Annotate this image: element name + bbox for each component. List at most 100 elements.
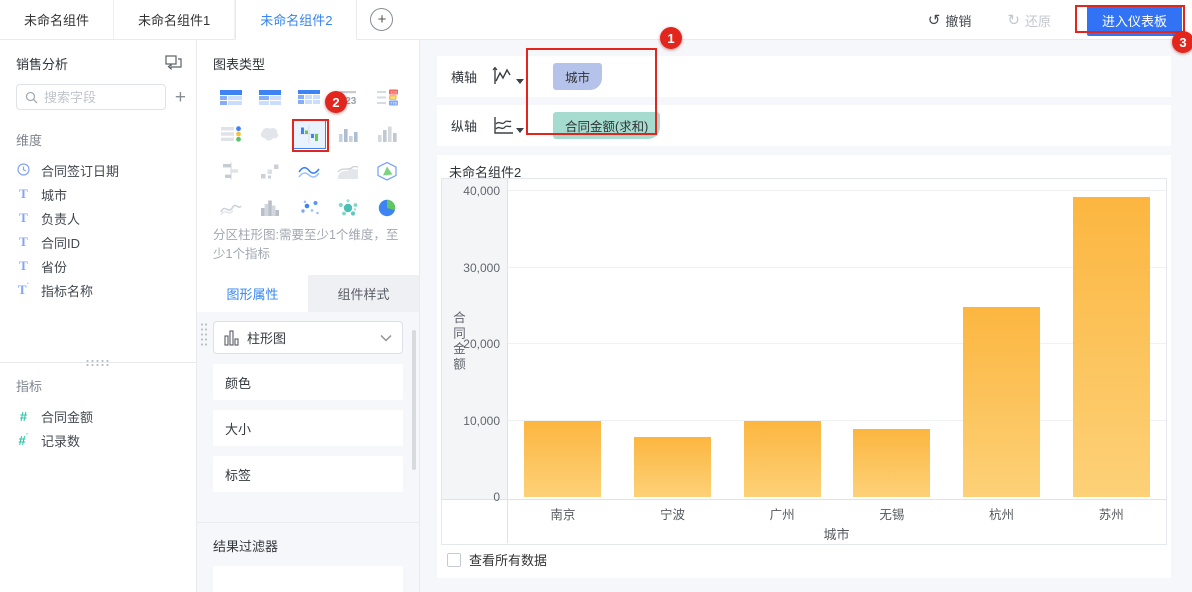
text-field-icon: T <box>19 210 28 225</box>
redo-icon: ↻ <box>1007 11 1020 29</box>
bar-slot-苏州: 苏州 <box>1056 191 1166 522</box>
x-axis-shelf: 横轴 城市 <box>437 56 1171 97</box>
undo-button[interactable]: ↺ 撤销 <box>928 11 972 30</box>
add-field-button[interactable]: + <box>174 86 186 108</box>
cross-table-icon[interactable] <box>289 78 328 115</box>
map-icon[interactable] <box>250 115 289 152</box>
dimension-field-1[interactable]: T 城市 <box>0 182 196 206</box>
caret-down-icon <box>516 79 524 84</box>
bar-slot-广州: 广州 <box>727 191 837 522</box>
dimension-field-2[interactable]: T 负责人 <box>0 206 196 230</box>
radar-chart-icon[interactable] <box>367 152 406 189</box>
add-component-tab-button[interactable]: + <box>370 8 394 31</box>
chart-type-dropdown[interactable]: 柱形图 <box>213 321 403 354</box>
property-card-2[interactable]: 标签 <box>213 456 403 492</box>
bar-slot-杭州: 杭州 <box>947 191 1057 522</box>
y-tick-label: 20,000 <box>463 337 500 351</box>
chart-title: 未命名组件2 <box>449 165 522 180</box>
kpi-number-icon[interactable]: 123 <box>328 78 367 115</box>
detail-table-icon[interactable] <box>250 78 289 115</box>
search-field-box[interactable] <box>16 84 166 110</box>
annotation-badge-3: 3 <box>1172 31 1192 53</box>
bar-广州[interactable] <box>743 420 821 497</box>
annotation-badge-2: 2 <box>325 91 347 113</box>
kpi-card-icon[interactable]: 123 90 778 <box>367 78 406 115</box>
dimension-field-4[interactable]: T 省份 <box>0 254 196 278</box>
property-tab-1[interactable]: 组件样式 <box>308 275 419 312</box>
view-all-data-toggle[interactable]: 查看所有数据 <box>447 550 547 569</box>
histogram-icon[interactable] <box>250 189 289 226</box>
grouped-table-icon[interactable] <box>211 78 250 115</box>
panel-resize-handle-vertical[interactable] <box>200 322 207 348</box>
y-tick-label: 0 <box>493 490 500 504</box>
view-all-data-checkbox[interactable] <box>447 552 461 567</box>
property-tabs: 图形属性 组件样式 <box>197 275 419 312</box>
property-tab-0[interactable]: 图形属性 <box>197 275 308 312</box>
dataset-name: 销售分析 <box>16 57 69 72</box>
component-tab-1[interactable]: 未命名组件1 <box>114 0 236 39</box>
y-axis-field-chip[interactable]: 合同金额(求和) <box>553 112 661 139</box>
y-axis-area <box>442 179 507 499</box>
bar-slot-宁波: 宁波 <box>618 191 728 522</box>
category-label: 苏州 <box>1098 508 1124 522</box>
bar-南京[interactable] <box>524 421 602 497</box>
redo-label: 还原 <box>1024 13 1051 29</box>
multi-series-column-icon[interactable] <box>328 115 367 152</box>
dimension-list: 合同签订日期 T 城市 T 负责人 T 合同ID T 省份 Tˊ 指标名称 <box>0 158 196 302</box>
component-tab-0[interactable]: 未命名组件 <box>0 0 115 39</box>
property-card-0[interactable]: 颜色 <box>213 364 403 400</box>
dimensions-header: 维度 <box>16 133 43 148</box>
switch-dataset-icon[interactable] <box>165 54 182 73</box>
y-axis-shelf: 纵轴 合同金额(求和) <box>437 105 1171 146</box>
column-chart-icon[interactable] <box>367 115 406 152</box>
annotation-badge-1: 1 <box>660 27 682 49</box>
curve-chart-icon[interactable] <box>211 189 250 226</box>
block-scatter-icon[interactable] <box>250 152 289 189</box>
panel-scrollbar[interactable] <box>412 330 416 470</box>
property-card-1[interactable]: 大小 <box>213 410 403 446</box>
filter-drop-zone[interactable]: 拖入字段 <box>213 566 403 592</box>
bar-宁波[interactable] <box>634 436 711 497</box>
category-label: 杭州 <box>989 508 1015 522</box>
measure-field-0[interactable]: # 合同金额 <box>0 404 196 428</box>
scatter-chart-icon[interactable] <box>289 189 328 226</box>
dimension-field-0[interactable]: 合同签订日期 <box>0 158 196 182</box>
pie-chart-icon[interactable] <box>367 189 406 226</box>
chart-type-header: 图表类型 <box>213 57 266 72</box>
bidirectional-bar-icon[interactable] <box>211 152 250 189</box>
chevron-down-icon <box>380 334 392 342</box>
search-icon <box>25 91 38 103</box>
redo-button[interactable]: ↻ 还原 <box>1007 11 1051 30</box>
chart-config-panel: 图表类型 123 123 90 778 分区柱形图:需要至少1个维度，至少1个指标 图… <box>197 40 420 592</box>
enter-dashboard-button[interactable]: 进入仪表板 <box>1086 4 1182 36</box>
chart-card: 未命名组件2 合同金额 0 10,000 20,000 30,000 40,000 南京… <box>437 155 1171 578</box>
chart-preview-area: 横轴 城市 纵轴 合同金额(求和) 未命名组件2 合同金额 <box>420 40 1192 592</box>
area-chart-icon[interactable] <box>328 152 367 189</box>
y-tick-label: 30,000 <box>463 260 500 275</box>
bar-无锡[interactable] <box>853 428 931 497</box>
text-field-icon: T <box>19 258 28 273</box>
search-input[interactable] <box>44 89 144 105</box>
x-axis-field-chip[interactable]: 城市 <box>553 63 603 90</box>
dimension-field-5[interactable]: Tˊ 指标名称 <box>17 281 94 299</box>
y-axis-type-dropdown[interactable] <box>492 116 524 135</box>
bubble-chart-icon[interactable] <box>328 189 367 226</box>
dimension-field-3[interactable]: T 合同ID <box>0 230 196 254</box>
measures-header: 指标 <box>16 379 43 394</box>
measure-field-1[interactable]: #ˊ 记录数 <box>0 428 196 452</box>
bar-苏州[interactable] <box>1072 197 1150 497</box>
bar-slot-南京: 南京 <box>508 191 618 522</box>
text-field-icon: T <box>19 234 28 249</box>
bar-series: 南京 宁波 广州 无锡 杭州 苏州 <box>508 191 1166 522</box>
bar-杭州[interactable] <box>963 306 1041 497</box>
x-axis-type-dropdown[interactable] <box>492 67 524 86</box>
gridline <box>507 419 1166 421</box>
indicator-list-icon[interactable] <box>211 115 250 152</box>
text-calc-field-icon: Tˊ <box>17 281 30 298</box>
component-tab-2[interactable]: 未命名组件2 <box>235 0 358 40</box>
panel-resize-handle[interactable] <box>85 359 111 366</box>
line-chart-icon[interactable] <box>289 152 328 189</box>
y-tick-label: 40,000 <box>463 184 500 198</box>
partition-column-icon[interactable] <box>289 115 328 152</box>
